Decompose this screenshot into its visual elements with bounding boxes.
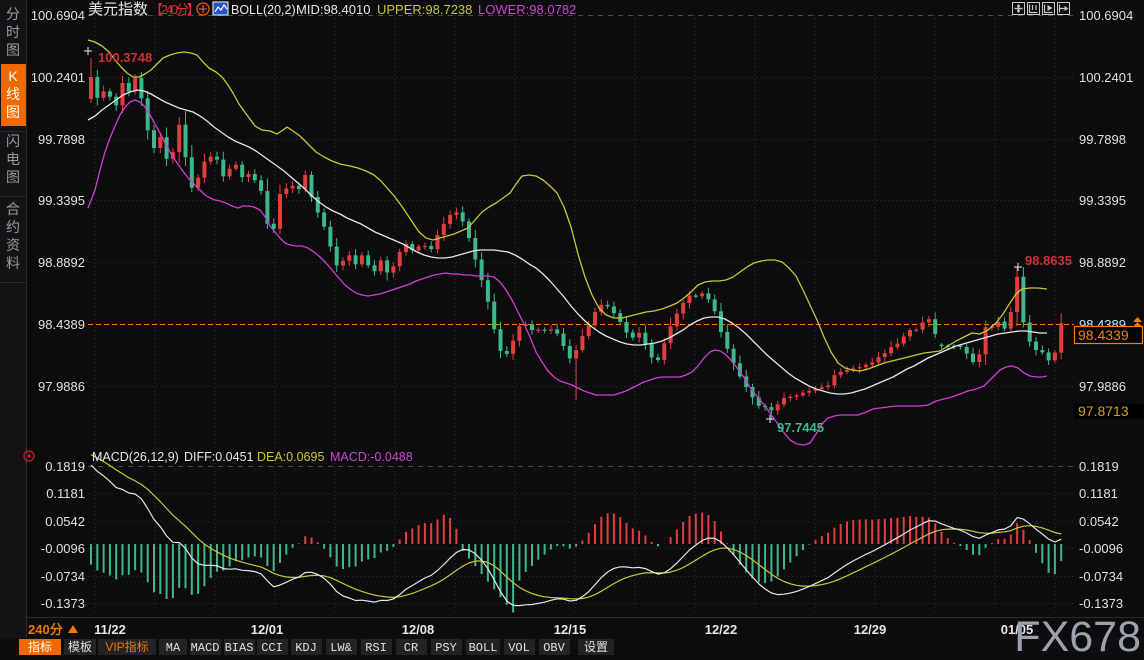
svg-text:图: 图: [6, 169, 20, 185]
svg-text:VOL: VOL: [508, 641, 530, 655]
svg-text:PSY: PSY: [435, 641, 457, 655]
svg-text:99.7898: 99.7898: [1079, 132, 1126, 147]
svg-text:模板: 模板: [68, 640, 92, 654]
svg-text:98.4339: 98.4339: [1078, 327, 1129, 343]
svg-text:-0.0096: -0.0096: [1079, 541, 1123, 556]
svg-text:BOLL: BOLL: [469, 641, 498, 655]
svg-text:K: K: [8, 68, 18, 84]
svg-text:12/29: 12/29: [854, 622, 887, 637]
svg-text:MA: MA: [166, 641, 181, 655]
svg-text:资: 资: [6, 237, 20, 253]
svg-text:99.7898: 99.7898: [38, 132, 85, 147]
svg-text:分: 分: [6, 6, 20, 22]
svg-text:99.3395: 99.3395: [1079, 193, 1126, 208]
svg-text:99.3395: 99.3395: [38, 193, 85, 208]
svg-text:【240分】: 【240分】: [150, 2, 198, 17]
svg-text:图: 图: [6, 104, 20, 120]
svg-text:料: 料: [6, 255, 20, 271]
svg-text:MACD:-0.0488: MACD:-0.0488: [330, 450, 413, 464]
svg-text:CR: CR: [404, 641, 418, 655]
svg-text:OBV: OBV: [543, 641, 565, 655]
svg-text:12/15: 12/15: [554, 622, 587, 637]
svg-text:-0.0734: -0.0734: [1079, 569, 1123, 584]
svg-text:98.8892: 98.8892: [38, 255, 85, 270]
svg-text:设置: 设置: [584, 640, 608, 654]
svg-text:BIAS: BIAS: [225, 641, 254, 655]
svg-text:指标: 指标: [28, 639, 52, 654]
svg-text:DIFF:0.0451: DIFF:0.0451: [184, 450, 254, 464]
svg-text:LOWER:98.0782: LOWER:98.0782: [478, 2, 576, 17]
svg-text:线: 线: [6, 86, 20, 102]
svg-text:98.8635: 98.8635: [1025, 253, 1072, 268]
svg-text:闪: 闪: [6, 133, 20, 149]
svg-text:MID:98.4010: MID:98.4010: [296, 2, 370, 17]
svg-text:合: 合: [6, 201, 20, 217]
svg-text:KDJ: KDJ: [295, 641, 317, 655]
svg-text:100.2401: 100.2401: [31, 70, 85, 85]
svg-text:0.0542: 0.0542: [45, 514, 85, 529]
svg-text:0.1819: 0.1819: [45, 459, 85, 474]
svg-text:BOLL(20,2): BOLL(20,2): [231, 3, 296, 17]
svg-text:12/01: 12/01: [251, 622, 284, 637]
svg-text:电: 电: [6, 151, 20, 167]
svg-text:CCI: CCI: [261, 641, 283, 655]
svg-text:98.8892: 98.8892: [1079, 255, 1126, 270]
svg-text:美元指数: 美元指数: [88, 1, 148, 18]
svg-text:约: 约: [6, 219, 20, 235]
svg-text:FX678: FX678: [1014, 613, 1141, 655]
svg-text:97.7445: 97.7445: [777, 420, 824, 435]
svg-text:-0.1373: -0.1373: [41, 596, 85, 611]
svg-text:UPPER:98.7238: UPPER:98.7238: [377, 2, 472, 17]
svg-text:11/22: 11/22: [94, 622, 126, 637]
svg-text:98.4389: 98.4389: [38, 317, 85, 332]
svg-text:RSI: RSI: [365, 641, 387, 655]
svg-text:12/08: 12/08: [402, 622, 435, 637]
svg-text:100.6904: 100.6904: [31, 8, 85, 23]
svg-text:97.8713: 97.8713: [1078, 403, 1129, 419]
svg-text:MACD(26,12,9): MACD(26,12,9): [92, 450, 179, 464]
svg-text:图: 图: [6, 42, 20, 58]
svg-text:0.1181: 0.1181: [1079, 486, 1118, 501]
svg-text:LW&: LW&: [330, 641, 352, 655]
svg-text:-0.1373: -0.1373: [1079, 596, 1123, 611]
svg-text:0.0542: 0.0542: [1079, 514, 1119, 529]
svg-text:100.3748: 100.3748: [98, 50, 152, 65]
svg-text:-0.0096: -0.0096: [41, 541, 85, 556]
svg-text:-0.0734: -0.0734: [41, 569, 85, 584]
svg-text:97.9886: 97.9886: [1079, 379, 1126, 394]
svg-text:VIP指标: VIP指标: [105, 639, 148, 654]
svg-text:100.2401: 100.2401: [1079, 70, 1133, 85]
svg-text:240分: 240分: [28, 622, 63, 637]
svg-text:时: 时: [6, 24, 20, 40]
svg-text:0.1819: 0.1819: [1079, 459, 1119, 474]
svg-text:DEA:0.0695: DEA:0.0695: [257, 450, 324, 464]
svg-text:12/22: 12/22: [705, 622, 738, 637]
svg-text:100.6904: 100.6904: [1079, 8, 1133, 23]
svg-text:01/05: 01/05: [1001, 622, 1034, 637]
svg-text:97.9886: 97.9886: [38, 379, 85, 394]
svg-text:MACD: MACD: [191, 641, 220, 655]
svg-text:0.1181: 0.1181: [46, 486, 85, 501]
